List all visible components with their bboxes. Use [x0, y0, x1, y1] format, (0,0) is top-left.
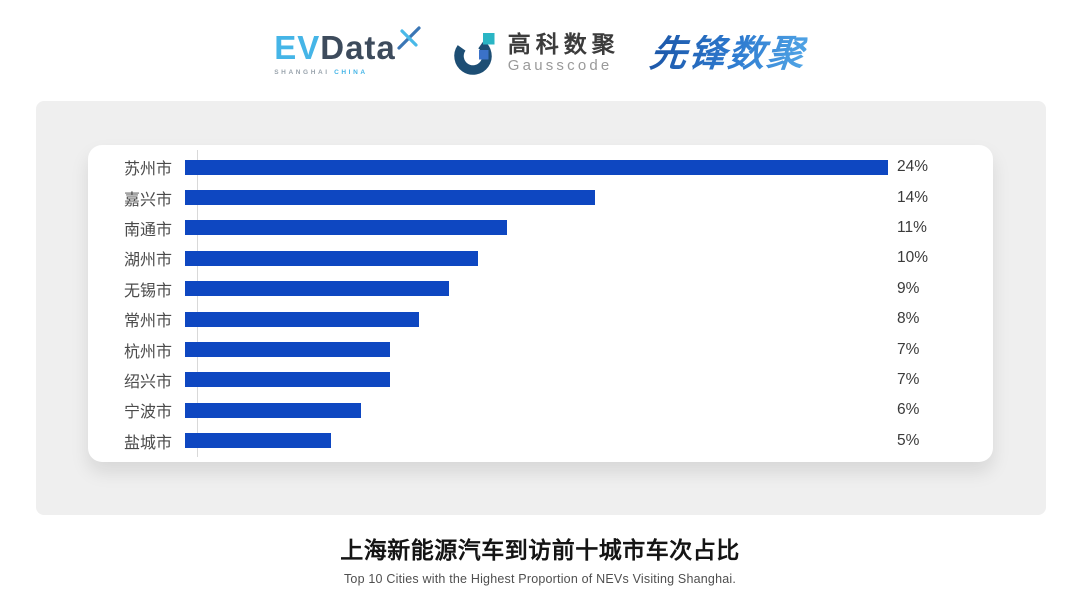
category-label: 绍兴市 — [123, 373, 172, 391]
category-label: 盐城市 — [123, 434, 172, 452]
bar — [185, 342, 391, 358]
bar-chart: 苏州市 24% 嘉兴市 14% 南通市 11% 湖州市 1 — [88, 152, 993, 456]
logo-header: EV Data SHANGHAI CHINA 高科数聚 Gausscode — [0, 18, 1080, 88]
category-label: 湖州市 — [123, 252, 172, 270]
bar-track — [185, 213, 888, 243]
bar — [185, 372, 391, 388]
bar-row: 杭州市 7% — [88, 334, 993, 364]
category-label: 常州市 — [123, 313, 172, 331]
evdata-wordmark: EV Data — [274, 31, 396, 64]
value-label: 8% — [897, 310, 920, 328]
bar-track — [185, 365, 888, 395]
gausscode-english-name: Gausscode — [507, 57, 613, 75]
value-label: 9% — [897, 279, 920, 297]
bar — [185, 220, 508, 236]
category-label: 无锡市 — [123, 282, 172, 300]
value-label: 7% — [897, 370, 920, 388]
bar — [185, 433, 332, 449]
bar-row: 无锡市 9% — [88, 274, 993, 304]
bar-track — [185, 243, 888, 273]
bar — [185, 159, 888, 175]
y-axis-line — [197, 150, 198, 457]
chart-subtitle: Top 10 Cities with the Highest Proportio… — [343, 572, 737, 586]
evdata-logo: EV Data SHANGHAI CHINA — [274, 25, 422, 76]
evdata-ev-text: EV — [274, 28, 321, 66]
xianfeng-shuju-logo: 先锋数聚 — [647, 32, 808, 74]
value-label: 24% — [897, 158, 929, 176]
bar — [185, 402, 361, 418]
bar-track — [185, 274, 888, 304]
bar-row: 苏州市 24% — [88, 152, 993, 182]
gausscode-text: 高科数聚 Gausscode — [508, 32, 620, 74]
evdata-dragonfly-icon — [397, 25, 421, 50]
gausscode-g-icon — [454, 33, 495, 75]
bar-track — [185, 334, 888, 364]
value-label: 10% — [897, 249, 929, 267]
category-label: 宁波市 — [123, 404, 172, 422]
value-label: 14% — [897, 188, 929, 206]
bar-row: 宁波市 6% — [88, 395, 993, 425]
bar-track — [185, 304, 888, 334]
category-label: 杭州市 — [123, 343, 172, 361]
category-label: 苏州市 — [123, 161, 172, 179]
evdata-tagline-shanghai: SHANGHAI — [274, 68, 330, 76]
bar-track — [185, 426, 888, 456]
gausscode-logo: 高科数聚 Gausscode — [452, 30, 620, 76]
value-label: 11% — [897, 218, 927, 236]
bar — [185, 250, 478, 266]
bar-row: 嘉兴市 14% — [88, 182, 993, 212]
value-label: 5% — [897, 431, 920, 449]
bar-row: 绍兴市 7% — [88, 365, 993, 395]
bar-row: 湖州市 10% — [88, 243, 993, 273]
bar-row: 南通市 11% — [88, 213, 993, 243]
bar-track — [185, 152, 888, 182]
category-label: 嘉兴市 — [123, 191, 172, 209]
chart-card: 苏州市 24% 嘉兴市 14% 南通市 11% 湖州市 1 — [88, 145, 993, 462]
bar-track — [185, 182, 888, 212]
category-label: 南通市 — [123, 221, 172, 239]
chart-panel: 苏州市 24% 嘉兴市 14% 南通市 11% 湖州市 1 — [36, 101, 1046, 515]
bar — [185, 281, 449, 297]
bar-row: 常州市 8% — [88, 304, 993, 334]
bar-row: 盐城市 5% — [88, 426, 993, 456]
bar — [185, 311, 420, 327]
chart-title: 上海新能源汽车到访前十城市车次占比 — [340, 537, 740, 563]
gausscode-chinese-name: 高科数聚 — [507, 31, 620, 58]
evdata-data-text: Data — [320, 28, 396, 66]
chart-caption: 上海新能源汽车到访前十城市车次占比 Top 10 Cities with the… — [0, 531, 1080, 586]
evdata-tagline: SHANGHAI CHINA — [274, 69, 367, 76]
evdata-tagline-china: CHINA — [334, 68, 368, 76]
value-label: 7% — [897, 340, 920, 358]
bar-track — [185, 395, 888, 425]
bar — [185, 190, 596, 206]
value-label: 6% — [897, 401, 920, 419]
